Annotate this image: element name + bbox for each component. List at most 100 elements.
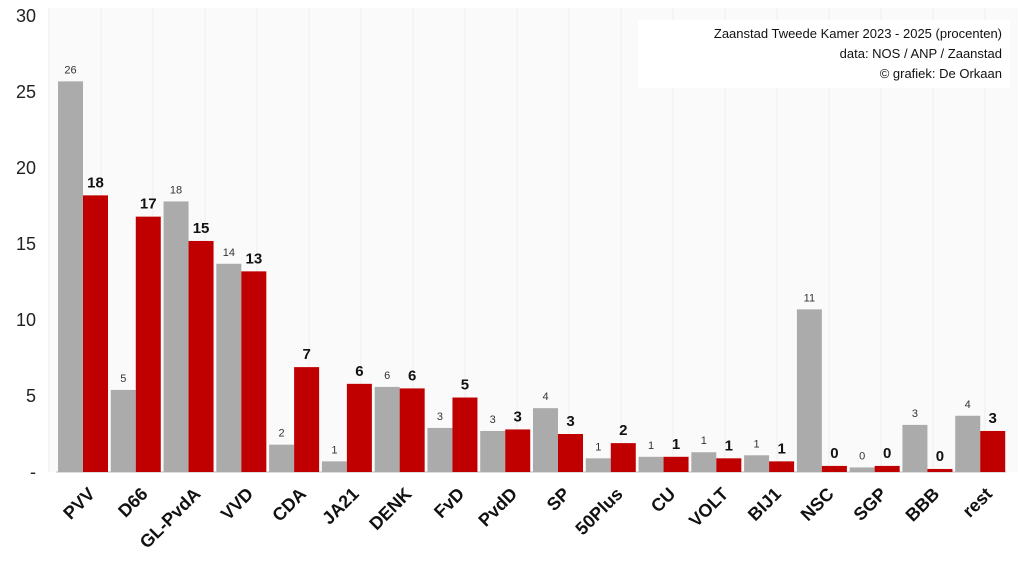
x-tick-label: SGP — [850, 484, 891, 525]
x-tick-label: 50Plus — [571, 484, 626, 539]
y-tick-label: 10 — [16, 310, 36, 330]
bar-2023 — [796, 309, 822, 472]
data-label-2023: 1 — [595, 441, 601, 453]
x-tick-label: rest — [959, 484, 996, 521]
bar-2023 — [374, 386, 400, 472]
data-label-2025: 1 — [777, 440, 785, 457]
data-label-2023: 18 — [170, 184, 182, 196]
x-tick-label: SP — [543, 484, 574, 515]
bar-2023 — [427, 427, 453, 472]
x-tick-label: CU — [647, 484, 680, 517]
data-label-2025: 6 — [408, 367, 416, 384]
data-label-2023: 3 — [437, 411, 443, 423]
bar-2025 — [505, 429, 531, 472]
bar-2025 — [874, 465, 900, 472]
bar-2023 — [216, 263, 242, 472]
bar-2023 — [955, 415, 981, 472]
x-tick-label: VOLT — [685, 484, 732, 531]
x-tick-label: DENK — [365, 484, 415, 534]
data-label-2025: 13 — [245, 250, 262, 267]
x-tick-label: JA21 — [318, 484, 363, 529]
bar-2025 — [241, 271, 267, 472]
bar-2023 — [58, 81, 83, 473]
data-label-2025: 5 — [461, 377, 469, 394]
data-label-2023: 1 — [331, 444, 337, 456]
x-tick-label: BBB — [902, 484, 944, 526]
data-label-2025: 6 — [355, 363, 363, 380]
y-tick-label: - — [30, 462, 36, 482]
bar-2025 — [346, 383, 372, 472]
bar-2025 — [927, 468, 953, 472]
data-label-2025: 18 — [87, 174, 104, 191]
data-label-2023: 26 — [64, 64, 76, 76]
data-label-2025: 0 — [936, 448, 944, 465]
bar-2023 — [163, 201, 189, 472]
chart-title: Zaanstad Tweede Kamer 2023 - 2025 (proce… — [713, 26, 1002, 41]
data-label-2025: 2 — [619, 422, 627, 439]
bar-2025 — [980, 430, 1006, 472]
data-label-2025: 3 — [514, 408, 522, 425]
bar-2023 — [269, 444, 295, 472]
y-tick-label: 20 — [16, 158, 36, 178]
data-label-2023: 1 — [648, 440, 654, 452]
bar-2023 — [744, 455, 770, 472]
data-label-2023: 1 — [701, 435, 707, 447]
bar-2025 — [821, 465, 847, 472]
bar-2023 — [480, 430, 506, 472]
bar-2025 — [769, 461, 795, 472]
x-tick-label: VVD — [217, 484, 257, 524]
x-tick-label: CDA — [268, 484, 310, 526]
data-source: data: NOS / ANP / Zaanstad — [839, 46, 1002, 61]
data-label-2023: 4 — [965, 399, 971, 411]
data-label-2025: 0 — [830, 445, 838, 462]
data-label-2025: 1 — [725, 437, 733, 454]
bar-2023 — [902, 424, 928, 472]
bar-2025 — [399, 388, 425, 472]
data-label-2025: 0 — [883, 445, 891, 462]
bar-2025 — [135, 216, 161, 472]
x-tick-label: PvdD — [474, 484, 521, 531]
bar-2025 — [663, 456, 689, 472]
data-label-2023: 11 — [804, 292, 815, 304]
bar-2025 — [558, 434, 583, 472]
copyright: © grafiek: De Orkaan — [879, 66, 1002, 81]
bar-2025 — [452, 397, 478, 472]
data-label-2025: 15 — [193, 220, 210, 237]
bar-2023 — [321, 461, 347, 472]
data-label-2023: 4 — [542, 391, 548, 403]
data-label-2023: 14 — [223, 247, 235, 259]
bar-2023 — [110, 389, 136, 472]
data-label-2025: 17 — [140, 196, 157, 213]
x-tick-label: PVV — [59, 484, 99, 524]
y-tick-label: 30 — [16, 6, 36, 26]
data-label-2023: 0 — [859, 450, 865, 462]
x-tick-label: D66 — [114, 484, 151, 521]
bar-2025 — [83, 195, 108, 473]
info-box: Zaanstad Tweede Kamer 2023 - 2025 (proce… — [638, 20, 1010, 88]
bar-2025 — [294, 367, 320, 472]
data-label-2023: 5 — [120, 373, 126, 385]
data-label-2025: 7 — [302, 346, 310, 363]
y-tick-label: 5 — [26, 386, 36, 406]
y-tick-label: 25 — [16, 82, 36, 102]
x-tick-label: NSC — [797, 484, 838, 525]
bar-2023 — [533, 408, 558, 472]
data-label-2023: 1 — [754, 438, 760, 450]
bar-2025 — [716, 458, 742, 472]
bar-2023 — [585, 458, 611, 472]
data-label-2023: 2 — [279, 428, 285, 440]
bar-2025 — [610, 443, 636, 472]
data-label-2025: 3 — [989, 410, 997, 427]
x-tick-label: FvD — [430, 484, 468, 522]
bar-2025 — [188, 240, 214, 472]
data-label-2025: 3 — [566, 413, 574, 430]
data-label-2023: 6 — [384, 370, 390, 382]
data-label-2023: 3 — [912, 408, 918, 420]
data-label-2023: 3 — [490, 414, 496, 426]
bar-2023 — [638, 456, 664, 472]
y-tick-label: 15 — [16, 234, 36, 254]
x-tick-label: BIJ1 — [744, 484, 785, 525]
data-label-2025: 1 — [672, 436, 680, 453]
